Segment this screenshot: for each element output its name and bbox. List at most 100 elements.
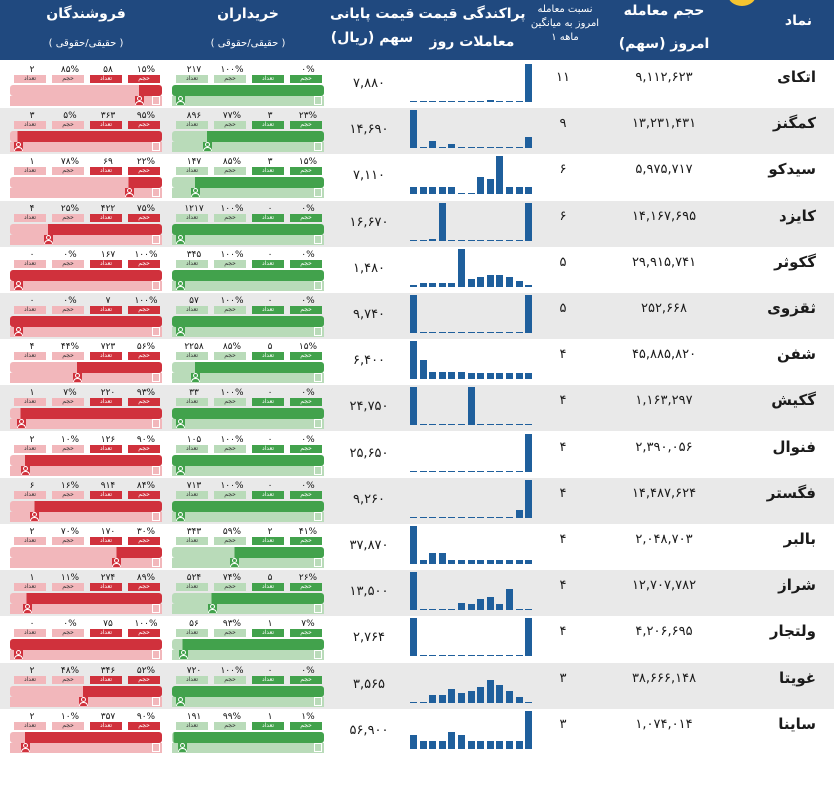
sellers-real-share-bar bbox=[10, 177, 162, 189]
histogram-bar bbox=[525, 373, 533, 380]
table-row[interactable]: کایزد ۱۴,۱۶۷,۶۹۵ ۶ ۱۶,۶۷۰ ۷۵% ۴۲۲ ۲۵% ۴ حجم تعداد… bbox=[0, 200, 834, 247]
logo-icon bbox=[728, 0, 756, 6]
histogram-bar bbox=[496, 239, 504, 241]
person-icon bbox=[30, 511, 40, 521]
histogram-bar bbox=[515, 239, 523, 241]
table-row[interactable]: فنوال ۲,۳۹۰,۰۵۶ ۴ ۲۵,۶۵۰ ۹۰% ۱۲۶ ۱۰% ۲ حجم تعداد ح… bbox=[0, 432, 834, 478]
histogram-bar bbox=[506, 424, 513, 426]
table-row[interactable]: شفن ۴۵,۸۸۵,۸۲۰ ۴ ۶,۴۰۰ ۵۶% ۷۲۳ ۴۴% ۴ حجم تعداد حجم… bbox=[0, 339, 834, 385]
table-row[interactable]: ساینا ۱,۰۷۴,۰۱۴ ۳ ۵۶,۹۰۰ ۹۰% ۳۵۷ ۱۰% ۲ حجم تعداد ح… bbox=[0, 709, 834, 755]
symbol-cell[interactable]: گکیش bbox=[771, 391, 816, 410]
person-icon bbox=[112, 558, 122, 567]
sellers-values: ۱۵% ۵۸ ۸۵% ۲ bbox=[10, 65, 162, 75]
ratio-cell: ۴ bbox=[559, 532, 567, 547]
sellers-values: ۹۳% ۲۲۰ ۷% ۱ bbox=[10, 388, 162, 398]
table-row[interactable]: سیدکو ۵,۹۷۵,۷۱۷ ۶ ۷,۱۱۰ ۲۲% ۶۹ ۷۸% ۱ حجم تعداد حجم… bbox=[0, 154, 834, 200]
buyers-value: ۰% bbox=[301, 296, 315, 306]
tag-volume: حجم bbox=[214, 490, 246, 499]
sellers-tags: حجم تعداد حجم تعداد bbox=[10, 306, 162, 314]
tag-count: تعداد bbox=[176, 583, 208, 592]
histogram-bar bbox=[458, 693, 465, 703]
buyers-value: ۰% bbox=[301, 249, 315, 260]
histogram-bar bbox=[525, 710, 533, 749]
histogram-bar bbox=[410, 110, 417, 149]
volume-cell: ۴,۲۰۶,۶۹۵ bbox=[635, 624, 693, 640]
price-cell: ۹,۷۴۰ bbox=[352, 307, 386, 322]
building-icon bbox=[314, 419, 322, 429]
tag-volume: حجم bbox=[214, 259, 246, 268]
histogram-bar bbox=[419, 360, 427, 380]
symbol-cell[interactable]: غویتا bbox=[778, 668, 816, 687]
symbol-cell[interactable]: ولتجار bbox=[769, 622, 816, 641]
table-row[interactable]: گکوثر ۲۹,۹۱۵,۷۴۱ ۵ ۱,۴۸۰ ۱۰۰% ۱۶۷ ۰% ۰ حجم تعداد ح… bbox=[0, 247, 834, 293]
tag-volume: حجم bbox=[290, 398, 322, 407]
histogram-bar bbox=[467, 239, 475, 241]
tag-count: تعداد bbox=[176, 167, 208, 176]
buyers-value: ۷۱۳ bbox=[186, 480, 202, 491]
symbol-cell[interactable]: شراز bbox=[778, 576, 816, 595]
symbol-cell[interactable]: ثقزوی bbox=[767, 299, 816, 317]
table-row[interactable]: غویتا ۳۸,۶۶۶,۱۴۸ ۳ ۳,۵۶۵ ۵۲% ۳۴۶ ۴۸% ۲ حجم تعداد ح… bbox=[0, 662, 834, 709]
person-icon bbox=[16, 419, 26, 429]
person-icon bbox=[176, 96, 185, 105]
buyers-panel: ۰% ۰ ۱۰۰% ۱۰۵ حجم تعداد حجم تعداد bbox=[172, 434, 324, 476]
table-row[interactable]: ثقزوی ۲۵۲,۶۶۸ ۵ ۹,۷۴۰ ۱۰۰% ۷ ۰% ۰ حجم تعداد حجم تعد… bbox=[0, 293, 834, 339]
tag-count: تعداد bbox=[90, 675, 122, 684]
symbol-cell[interactable]: ساینا bbox=[778, 714, 816, 733]
sellers-value: ۱۰% bbox=[60, 711, 80, 722]
symbol-cell[interactable]: سیدکو bbox=[768, 160, 816, 179]
histogram-bar bbox=[419, 609, 427, 611]
table-row[interactable]: گکیش ۱,۱۶۳,۲۹۷ ۴ ۲۴,۷۵۰ ۹۳% ۲۲۰ ۷% ۱ حجم تعداد حجم… bbox=[0, 385, 834, 432]
histogram-bar bbox=[477, 470, 485, 472]
price-cell: ۱,۴۸۰ bbox=[352, 260, 386, 276]
price-cell: ۵۶,۹۰۰ bbox=[349, 722, 389, 738]
table-row[interactable]: شراز ۱۲,۷۰۷,۷۸۲ ۴ ۱۳,۵۰۰ ۸۹% ۲۷۴ ۱۱% ۱ حجم تعداد ح… bbox=[0, 570, 834, 617]
buyers-value: ۱۴۷ bbox=[186, 157, 202, 168]
symbol-cell[interactable]: شفن bbox=[776, 345, 816, 364]
ratio-cell: ۶ bbox=[559, 208, 567, 224]
histogram-bar bbox=[486, 100, 494, 102]
building-icon bbox=[152, 327, 160, 336]
building-icon bbox=[152, 511, 160, 521]
sellers-value: ۴۸% bbox=[60, 665, 80, 676]
tag-count: تعداد bbox=[252, 398, 284, 407]
symbol-cell[interactable]: فگستر bbox=[766, 483, 816, 502]
table-row[interactable]: فگستر ۱۴,۴۸۷,۶۲۴ ۴ ۹,۲۶۰ ۸۴% ۹۱۴ ۱۶% ۶ حجم تعداد ح… bbox=[0, 477, 834, 524]
histogram-bar bbox=[448, 560, 456, 564]
symbol-cell[interactable]: اتکای bbox=[777, 68, 816, 86]
histogram-bar bbox=[477, 147, 485, 149]
building-icon bbox=[152, 650, 160, 660]
tag-count: تعداد bbox=[90, 121, 122, 130]
volume-cell: ۹,۱۱۲,۶۲۳ bbox=[635, 70, 693, 85]
table-row[interactable]: اتکای ۹,۱۱۲,۶۲۳ ۱۱ ۷,۸۸۰ ۱۵% ۵۸ ۸۵% ۲ حجم تعداد حج… bbox=[0, 62, 834, 108]
person-icon bbox=[22, 604, 32, 614]
tag-count: تعداد bbox=[252, 490, 284, 499]
sellers-value: ۲۲۰ bbox=[100, 388, 116, 399]
histogram-bar bbox=[458, 655, 465, 657]
histogram-bar bbox=[419, 470, 427, 472]
tag-volume: حجم bbox=[214, 352, 246, 361]
buyers-value: ۰ bbox=[267, 434, 273, 445]
sellers-value: ۱۱% bbox=[60, 573, 80, 584]
price-dispersion-histogram bbox=[410, 293, 538, 335]
symbol-cell[interactable]: فنوال bbox=[772, 437, 816, 456]
table-row[interactable]: ولتجار ۴,۲۰۶,۶۹۵ ۴ ۲,۷۶۴ ۱۰۰% ۷۵ ۰% ۰ حجم تعداد حج… bbox=[0, 616, 834, 662]
symbol-cell[interactable]: کایزد bbox=[778, 206, 816, 225]
symbol-cell[interactable]: بالبر bbox=[783, 530, 816, 548]
histogram-bar bbox=[486, 147, 494, 149]
symbol-cell[interactable]: گکوثر bbox=[774, 252, 816, 271]
table-row[interactable]: کمگنز ۱۳,۲۳۱,۴۳۱ ۹ ۱۴,۶۹۰ ۹۵% ۳۶۳ ۵% ۳ حجم تعداد ح… bbox=[0, 108, 834, 155]
histogram-bar bbox=[419, 147, 427, 149]
buyers-legal-share-bar bbox=[172, 696, 324, 707]
sellers-real-share-bar bbox=[10, 223, 162, 235]
symbol-cell[interactable]: کمگنز bbox=[773, 114, 816, 133]
table-row[interactable]: بالبر ۲,۰۴۸,۷۰۳ ۴ ۳۷,۸۷۰ ۳۰% ۱۷۰ ۷۰% ۲ حجم تعداد ح… bbox=[0, 524, 834, 570]
buyers-legal-share-bar bbox=[172, 604, 324, 615]
building-icon bbox=[152, 742, 160, 752]
histogram-bar bbox=[525, 560, 533, 564]
tag-count: تعداد bbox=[14, 398, 46, 407]
buyers-legal-share-bar bbox=[172, 327, 324, 337]
sellers-value: ۱۵% bbox=[136, 65, 156, 75]
histogram-bar bbox=[506, 470, 513, 472]
buyers-panel: ۰% ۰ ۱۰۰% ۷۲۰ حجم تعداد حجم تعداد bbox=[172, 666, 324, 707]
